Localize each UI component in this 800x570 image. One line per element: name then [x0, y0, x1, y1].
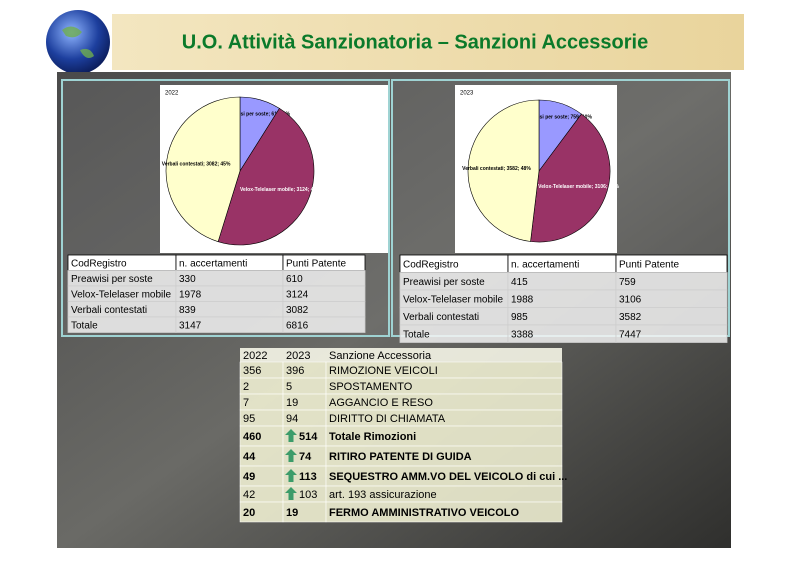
- up-arrow-icon: [285, 449, 297, 462]
- table-text: Verbali contestati: [403, 312, 479, 323]
- table-text: Preawisi per soste: [71, 274, 153, 285]
- table-text: DIRITTO DI CHIAMATA: [329, 413, 446, 425]
- table-header: CodRegistro: [403, 259, 459, 270]
- table-text: AGGANCIO E RESO: [329, 397, 433, 409]
- table-text: 330: [179, 274, 196, 285]
- table-text: 3388: [511, 329, 534, 340]
- table-text: 2: [243, 381, 249, 393]
- table-text: 759: [619, 277, 636, 288]
- table-text: Preawisi per soste: [403, 277, 485, 288]
- table-text: 19: [286, 397, 298, 409]
- table-text: 3582: [619, 312, 642, 323]
- slice-label: Preavvisi per soste; 610; 9%: [223, 111, 291, 117]
- table-text: 415: [511, 277, 528, 288]
- up-arrow-icon: [285, 487, 297, 500]
- table-text: Verbali contestati: [71, 305, 147, 316]
- table-text: SPOSTAMENTO: [329, 381, 413, 393]
- table-text: 3082: [286, 305, 309, 316]
- table-text: 3106: [619, 294, 642, 305]
- table-text: 7447: [619, 329, 642, 340]
- table-cell: [283, 348, 326, 362]
- table-header: Punti Patente: [286, 258, 346, 269]
- table-text: Totale Rimozioni: [329, 431, 416, 443]
- slice-label: Preavvisi per soste; 759; 10%: [522, 114, 593, 120]
- pie-slice: [217, 107, 315, 246]
- table-header: Punti Patente: [619, 259, 679, 270]
- table-text: RIMOZIONE VEICOLI: [329, 365, 438, 377]
- up-arrow-icon: [285, 429, 297, 442]
- header-band: [112, 14, 744, 70]
- pie-slice: [530, 113, 611, 243]
- table-text: 49: [243, 471, 255, 483]
- globe-land: [62, 26, 94, 58]
- chart-year: 2023: [460, 91, 474, 97]
- table-text: 7: [243, 397, 249, 409]
- table-text: Velox-Telelaser mobile: [403, 294, 503, 305]
- table-text: 20: [243, 507, 255, 519]
- slice-label: Verbali contestati; 3082; 45%: [162, 162, 231, 168]
- table-text: 19: [286, 507, 298, 519]
- table-text: 1978: [179, 289, 202, 300]
- table-text: 839: [179, 305, 196, 316]
- table-text: 3147: [179, 320, 202, 331]
- chart-year: 2022: [165, 91, 179, 97]
- table-text: 460: [243, 431, 261, 443]
- pie-slice: [467, 99, 540, 242]
- table-text: 1988: [511, 294, 534, 305]
- table-text: 113: [299, 471, 317, 483]
- table-text: 103: [299, 489, 317, 501]
- table-header: CodRegistro: [71, 258, 127, 269]
- table-text: 5: [286, 381, 292, 393]
- table-text: 6816: [286, 320, 309, 331]
- page-title: U.O. Attività Sanzionatoria – Sanzioni A…: [182, 31, 648, 53]
- table-header: 2022: [243, 350, 267, 362]
- table-text: 95: [243, 413, 255, 425]
- slice-label: Velox-Telelaser mobile; 3106; 42%: [538, 184, 619, 190]
- table-text: FERMO AMMINISTRATIVO VEICOLO: [329, 507, 519, 519]
- table-cell: [240, 348, 283, 362]
- table-text: 44: [243, 451, 256, 463]
- table-text: art. 193 assicurazione: [329, 489, 437, 501]
- table-text: 396: [286, 365, 304, 377]
- table-text: 985: [511, 312, 528, 323]
- globe-icon: [46, 10, 110, 74]
- table-text: 514: [299, 431, 318, 443]
- table-text: SEQUESTRO AMM.VO DEL VEICOLO di cui ...: [329, 471, 567, 483]
- table-cell: [325, 501, 563, 523]
- table-header: 2023: [286, 350, 310, 362]
- table-header: n. accertamenti: [511, 259, 579, 270]
- table-text: Velox-Telelaser mobile: [71, 289, 171, 300]
- table-header: Sanzione Accessoria: [329, 350, 432, 362]
- table-text: 42: [243, 489, 255, 501]
- table-cell: [282, 316, 366, 333]
- table-cell: [615, 324, 728, 343]
- table-header: n. accertamenti: [179, 258, 247, 269]
- table-text: 356: [243, 365, 261, 377]
- table-cell: [326, 348, 562, 362]
- table-text: 94: [286, 413, 298, 425]
- slice-label: Velox-Telelaser mobile; 3124; 46%: [240, 187, 321, 193]
- up-arrow-icon: [285, 469, 297, 482]
- table-text: 74: [299, 451, 312, 463]
- table-text: 3124: [286, 289, 309, 300]
- table-text: 610: [286, 274, 303, 285]
- slice-label: Verbali contestati; 3582; 48%: [462, 166, 531, 172]
- table-text: Totale: [71, 320, 98, 331]
- table-text: RITIRO PATENTE DI GUIDA: [329, 451, 472, 463]
- pie-slice: [165, 96, 241, 243]
- table-text: Totale: [403, 329, 430, 340]
